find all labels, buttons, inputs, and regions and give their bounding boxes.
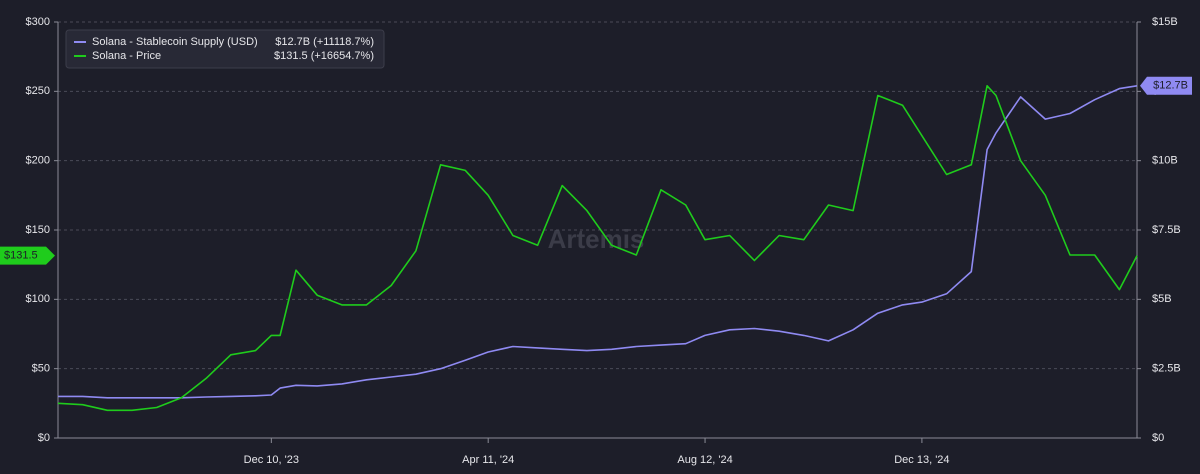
y-tick-label: $200 bbox=[26, 155, 50, 167]
y2-tick-label: $0 bbox=[1152, 432, 1164, 444]
y2-tick-label: $10B bbox=[1152, 155, 1178, 167]
y-tick-label: $100 bbox=[26, 293, 50, 305]
legend-label: Solana - Price bbox=[92, 50, 161, 62]
x-tick-label: Dec 10, '23 bbox=[244, 454, 299, 466]
legend: Solana - Stablecoin Supply (USD) $12.7B … bbox=[65, 29, 385, 69]
value-badge bbox=[0, 246, 55, 265]
y2-tick-label: $7.5B bbox=[1152, 224, 1181, 236]
y-tick-label: $0 bbox=[38, 432, 50, 444]
legend-box bbox=[65, 29, 385, 69]
x-tick-label: Aug 12, '24 bbox=[677, 454, 732, 466]
plot-area: $0 $50 $100 $150 $200 $250 $300 $0 $2.5B $5B $7.5B… bbox=[0, 16, 1192, 466]
legend-value: $131.5 (+16654.7%) bbox=[274, 50, 374, 62]
y2-tick-label: $15B bbox=[1152, 16, 1178, 28]
value-label: $131.5 bbox=[4, 250, 38, 262]
value-label: $12.7B bbox=[1153, 80, 1188, 92]
y2-tick-label: $2.5B bbox=[1152, 363, 1181, 375]
line bbox=[57, 85, 1138, 412]
y-tick-label: $300 bbox=[26, 16, 50, 28]
legend-label: Solana - Stablecoin Supply (USD) bbox=[92, 36, 258, 48]
value-badge bbox=[1140, 76, 1192, 95]
y2-tick-label: $5B bbox=[1152, 293, 1172, 305]
legend-value: $12.7B (+11118.7%) bbox=[275, 36, 374, 48]
y-tick-label: $250 bbox=[26, 85, 50, 97]
y-tick-label: $50 bbox=[32, 363, 50, 375]
watermark: Artemis bbox=[548, 224, 645, 254]
y-tick-label: $150 bbox=[26, 224, 50, 236]
x-tick-label: Dec 13, '24 bbox=[894, 454, 949, 466]
line bbox=[58, 85, 1138, 399]
x-tick-label: Apr 11, '24 bbox=[462, 454, 514, 466]
